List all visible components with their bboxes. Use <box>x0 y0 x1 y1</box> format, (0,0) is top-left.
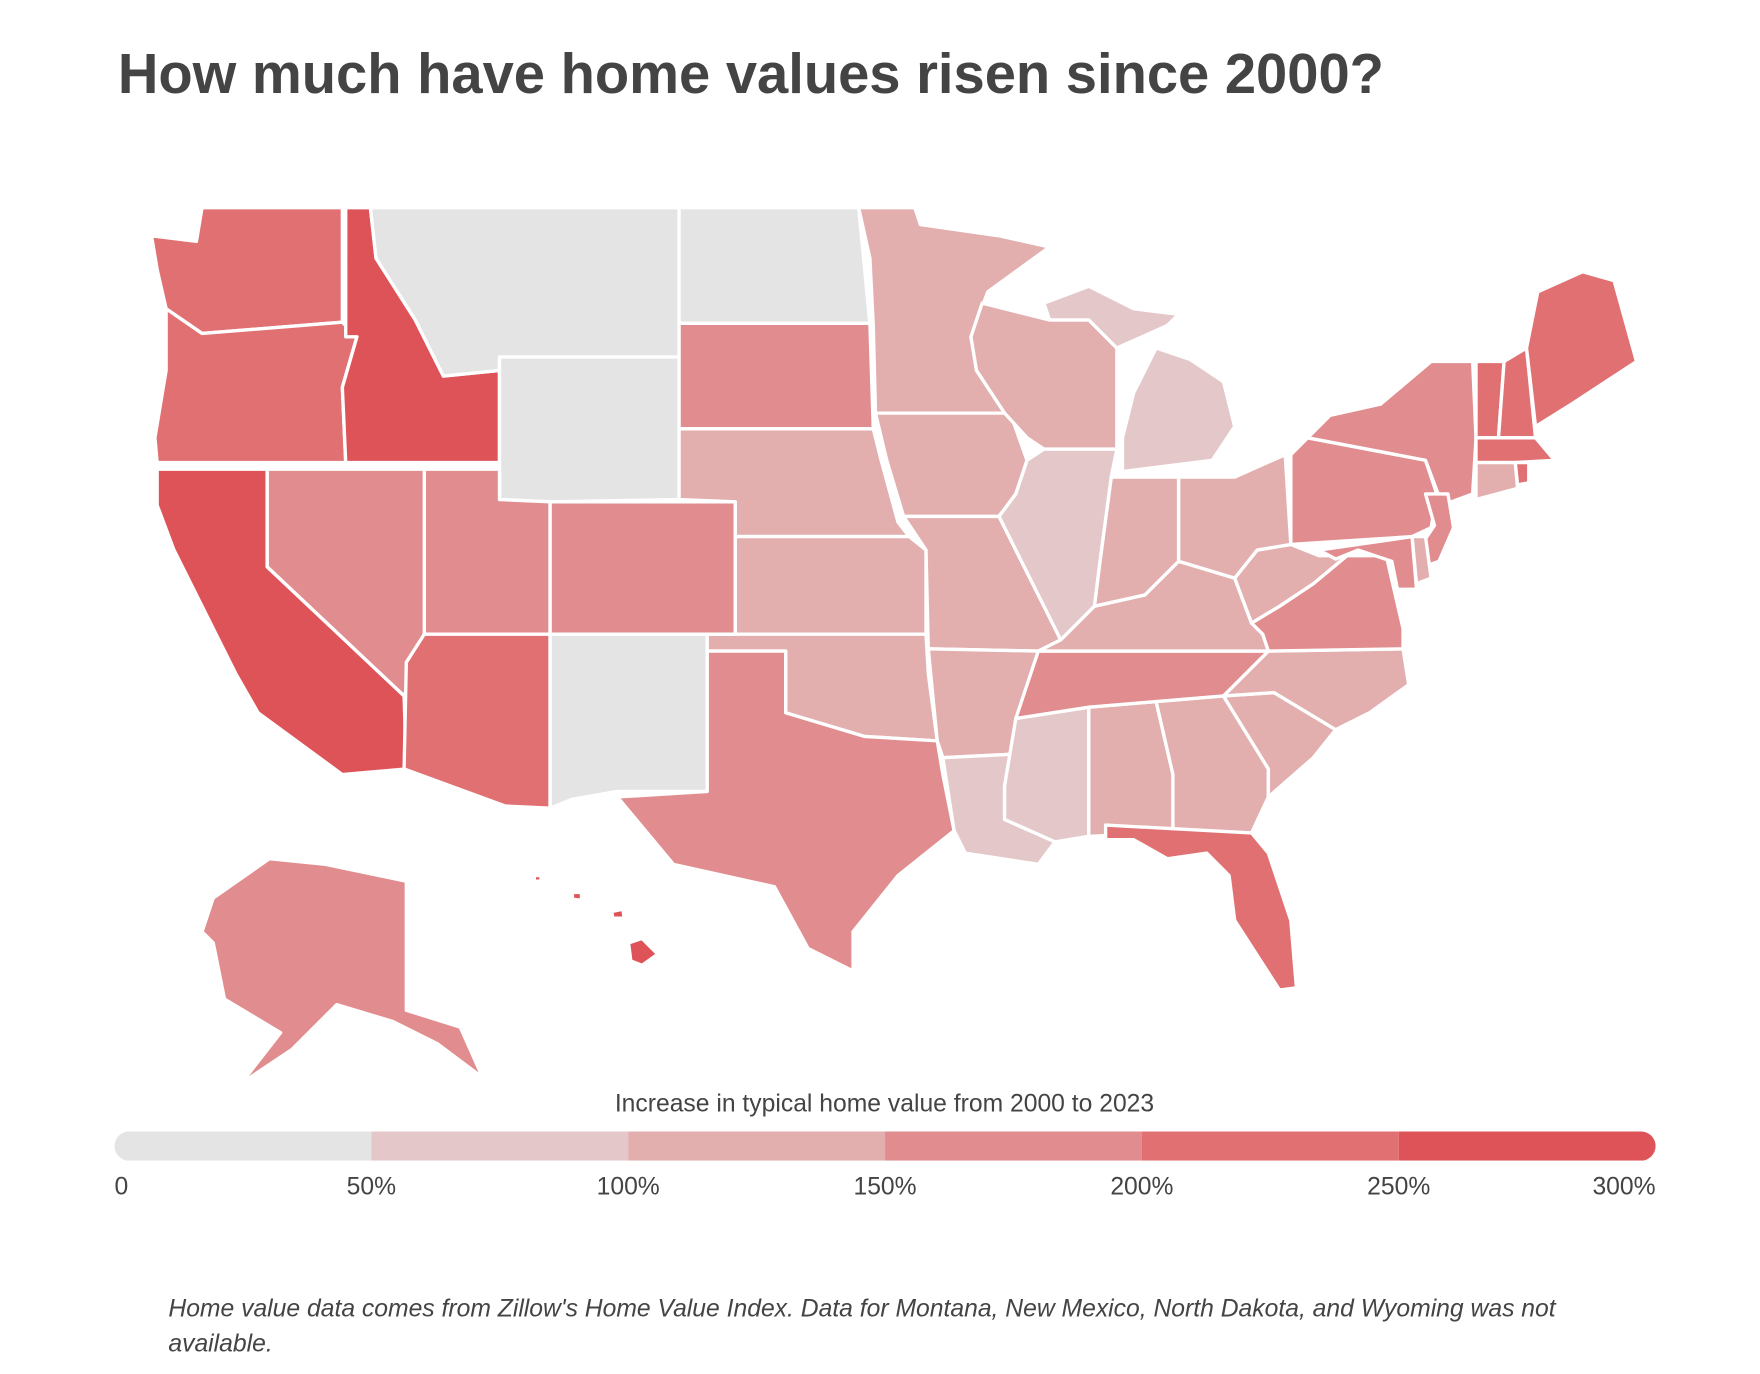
state <box>626 936 660 968</box>
state <box>997 447 1119 642</box>
legend-swatch <box>628 1131 886 1161</box>
state <box>610 907 626 920</box>
legend-swatch <box>371 1131 629 1161</box>
state <box>200 857 485 1085</box>
legend-tick-label: 50% <box>347 1173 396 1200</box>
state <box>1524 270 1639 429</box>
legend-swatch <box>1398 1131 1656 1161</box>
legend-swatch <box>885 1131 1142 1161</box>
state <box>1042 284 1181 350</box>
state <box>1002 705 1091 844</box>
chart-title: How much have home values risen since 20… <box>118 42 1384 105</box>
legend-labels: 0 50% 100% 150% 200% 250% 300% <box>114 1173 1655 1200</box>
state <box>548 500 737 636</box>
state <box>1014 649 1271 721</box>
state <box>1176 452 1293 580</box>
legend-swatch <box>114 1131 372 1161</box>
state <box>570 890 584 902</box>
state <box>149 206 345 336</box>
state <box>153 307 359 465</box>
state <box>1513 460 1531 487</box>
note: Home value data comes from Zillow's Home… <box>168 1294 1556 1358</box>
state <box>1474 460 1520 502</box>
state <box>1120 346 1237 474</box>
state <box>677 206 872 326</box>
legend-tick-label: 100% <box>597 1173 660 1200</box>
state <box>155 467 409 777</box>
state <box>497 355 681 504</box>
state <box>402 632 552 810</box>
legend-bar <box>114 1131 1656 1161</box>
state <box>1474 436 1557 465</box>
state <box>1421 492 1456 569</box>
state <box>677 321 875 431</box>
state <box>532 873 543 883</box>
legend-tick-label: 250% <box>1367 1173 1430 1200</box>
state <box>548 632 709 810</box>
state <box>1103 823 1299 992</box>
state <box>615 649 956 973</box>
legend-swatch <box>1141 1131 1399 1161</box>
legend-tick-label: 300% <box>1592 1173 1655 1200</box>
legend-tick-label: 0 <box>114 1173 128 1200</box>
state <box>873 411 1029 519</box>
legend-tick-label: 200% <box>1110 1173 1173 1200</box>
map <box>149 206 1639 1085</box>
state <box>733 534 928 636</box>
legend-tick-label: 150% <box>853 1173 916 1200</box>
state <box>1317 534 1419 592</box>
legend-title: Increase in typical home value from 2000… <box>615 1090 1154 1117</box>
note-box: Home value data comes from Zillow's Home… <box>168 1294 1556 1358</box>
